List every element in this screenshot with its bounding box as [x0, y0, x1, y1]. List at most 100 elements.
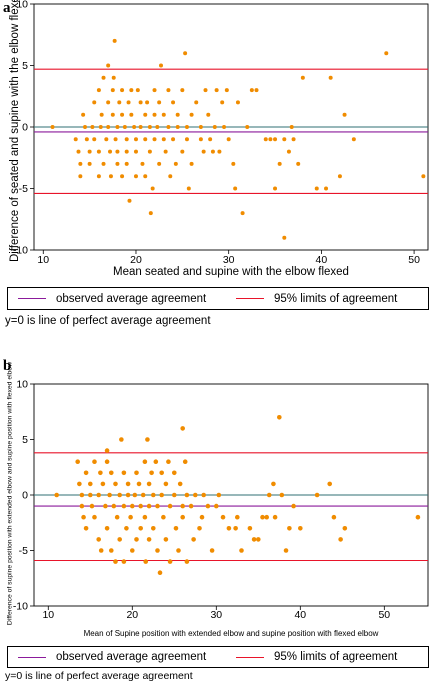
data-point — [113, 559, 118, 564]
data-point — [132, 125, 137, 129]
data-point — [157, 161, 162, 166]
data-point — [106, 100, 111, 105]
y-tick-label: -10 — [13, 601, 28, 613]
data-point — [324, 186, 329, 191]
data-point — [135, 88, 140, 93]
data-point — [175, 112, 180, 117]
data-point — [421, 174, 426, 179]
y-tick-label: 0 — [22, 122, 28, 134]
data-point — [191, 537, 196, 542]
x-tick-label: 40 — [294, 609, 306, 621]
data-point — [104, 137, 109, 142]
data-point — [78, 161, 83, 166]
x-tick-label: 20 — [130, 254, 142, 266]
data-point — [327, 481, 333, 487]
data-point — [159, 63, 164, 68]
data-point — [256, 537, 261, 542]
data-point — [143, 112, 148, 117]
data-point — [342, 112, 347, 117]
data-point — [83, 470, 89, 476]
data-point — [111, 503, 117, 509]
data-point — [96, 149, 101, 154]
data-point — [107, 492, 112, 498]
data-point — [152, 88, 157, 93]
data-point — [111, 75, 116, 80]
data-point — [134, 537, 139, 542]
y-tick-label: 5 — [22, 60, 28, 72]
data-point — [171, 492, 177, 498]
data-point — [153, 459, 159, 465]
data-point — [199, 514, 205, 520]
data-point — [166, 459, 171, 465]
data-point — [271, 481, 276, 487]
data-point — [198, 125, 203, 129]
data-point — [125, 492, 131, 498]
y-tick-label: 0 — [22, 490, 28, 502]
data-point — [113, 481, 118, 487]
data-point — [173, 526, 179, 531]
data-point — [173, 161, 178, 166]
data-point — [273, 137, 278, 142]
data-point — [282, 137, 287, 142]
data-point — [136, 481, 142, 487]
data-point — [180, 503, 185, 509]
data-point — [117, 100, 122, 105]
data-point — [159, 470, 164, 476]
data-point — [286, 149, 291, 154]
data-point — [101, 161, 106, 166]
data-point — [161, 137, 166, 142]
data-point — [291, 137, 296, 142]
data-point — [147, 149, 152, 154]
data-point — [50, 125, 55, 129]
data-point — [124, 137, 129, 142]
data-point — [260, 514, 265, 520]
data-point — [277, 415, 282, 420]
data-point — [104, 448, 110, 453]
data-point — [106, 63, 111, 68]
data-point — [98, 470, 103, 476]
data-point — [142, 514, 148, 520]
data-point — [134, 470, 139, 476]
data-point — [115, 125, 120, 129]
y-tick-label: 5 — [22, 434, 28, 446]
x-tick-label: 10 — [42, 609, 54, 621]
data-point — [138, 503, 143, 509]
data-point — [96, 174, 101, 179]
data-point — [114, 514, 120, 520]
data-point — [142, 459, 148, 465]
data-point — [264, 514, 270, 520]
data-point — [384, 51, 389, 56]
y-tick-label: -5 — [19, 545, 28, 557]
data-point — [121, 503, 127, 509]
data-point — [82, 125, 87, 129]
data-point — [155, 125, 160, 129]
data-point — [121, 470, 127, 476]
data-point — [171, 100, 176, 105]
data-point — [263, 137, 268, 142]
data-point — [163, 537, 169, 542]
data-point — [342, 526, 348, 531]
legend-item-limits: 95% limits of agreement — [236, 288, 397, 309]
data-point — [133, 137, 138, 142]
legend-swatch-limits — [236, 298, 264, 299]
data-point — [273, 186, 278, 191]
data-point — [149, 470, 154, 476]
data-point — [113, 137, 118, 142]
data-point — [121, 559, 127, 564]
data-point — [331, 514, 337, 520]
data-point — [125, 481, 131, 487]
data-point — [166, 88, 171, 93]
data-point — [189, 161, 194, 166]
data-point — [177, 481, 183, 487]
data-point — [152, 112, 157, 117]
data-point — [180, 88, 185, 93]
data-point — [104, 459, 110, 465]
data-point — [117, 492, 122, 498]
x-tick-label: 50 — [378, 609, 390, 621]
panel-a-chart: -10 -5 0 5 10 10 20 30 40 50 — [13, 0, 429, 266]
panel-label-a: a — [3, 0, 11, 16]
data-point — [96, 537, 101, 542]
data-point — [143, 137, 148, 142]
data-point — [87, 161, 92, 166]
data-point — [180, 514, 185, 520]
